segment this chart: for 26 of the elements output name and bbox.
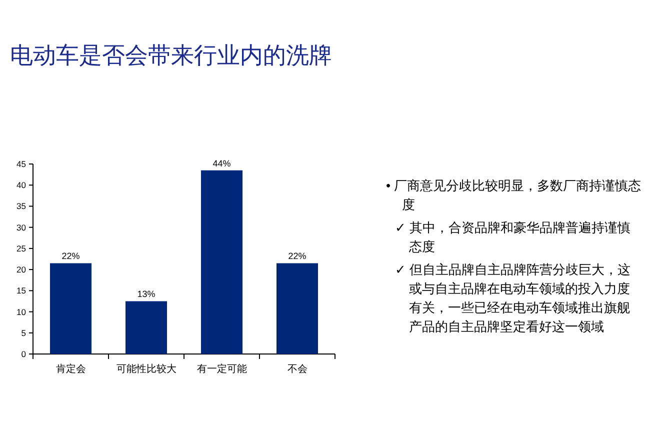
y-tick-label: 45 [16, 159, 26, 169]
text: • 厂商意见分歧比较明显，多数厂商持谨慎态度 [385, 177, 642, 214]
text: ✓ 其中，合资品牌和豪华品牌普遍持谨慎态度 [394, 219, 632, 256]
y-tick-label: 35 [16, 201, 26, 212]
y-tick-label: 20 [16, 264, 26, 275]
data-label: 22% [288, 251, 306, 262]
bar [200, 170, 243, 354]
x-tick-label: 可能性比较大 [116, 363, 176, 375]
x-tick-label: 有一定可能 [196, 363, 247, 375]
x-tick-label: 不会 [287, 363, 308, 375]
chart-title: 电动车是否会带来行业内的洗牌 [10, 41, 332, 70]
x-tick-label: 肯定会 [56, 363, 86, 375]
bar [125, 301, 168, 354]
y-tick-label: 0 [21, 349, 26, 359]
data-label: 13% [137, 289, 156, 300]
y-tick-label: 15 [16, 286, 26, 296]
bar [50, 263, 92, 354]
y-tick-label: 30 [16, 222, 26, 232]
y-tick-label: 25 [16, 243, 26, 254]
text: ✓ 但自主品牌自主品牌阵营分歧巨大，这或与自主品牌在电动车领域的投入力度有关，一些已经在电动车领域推出旗舰产品的自主品牌坚定看好这一领域 [394, 261, 632, 336]
y-tick-label: 40 [16, 180, 26, 190]
y-tick-label: 5 [21, 328, 26, 338]
data-label: 22% [62, 251, 80, 262]
y-tick-label: 10 [16, 306, 26, 317]
data-label: 44% [212, 158, 231, 168]
bar [276, 263, 318, 354]
